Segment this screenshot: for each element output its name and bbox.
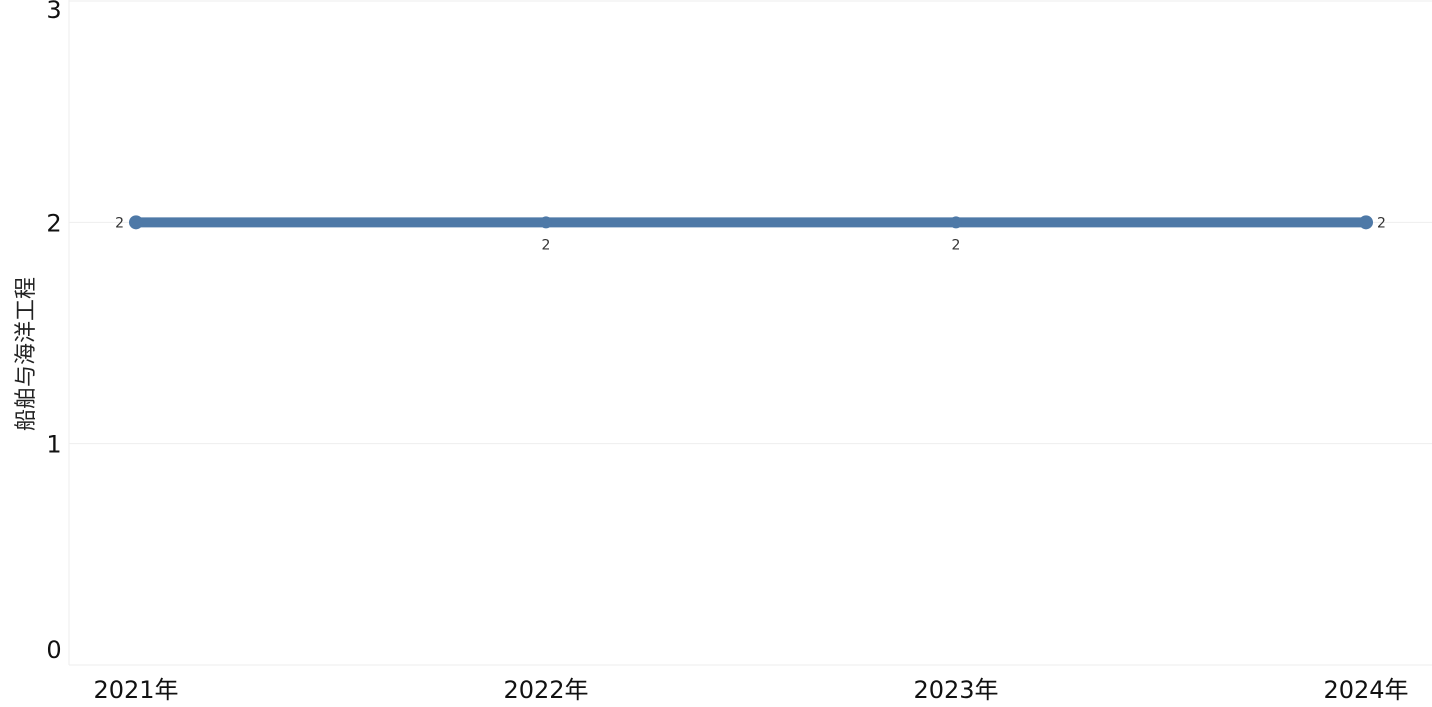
data-point [540,216,552,229]
x-tick-label: 2024年 [1323,676,1408,704]
y-tick-label: 3 [46,0,61,24]
y-axis-label-container: 船舶与海洋工程 [4,0,44,707]
x-tick-label: 2021年 [93,676,178,704]
data-label: 2 [952,237,961,253]
data-label: 2 [542,237,551,253]
x-tick-label: 2022年 [503,676,588,704]
y-tick-label: 2 [46,209,61,237]
y-tick-label: 1 [46,431,61,459]
x-tick-label: 2023年 [913,676,998,704]
data-label: 2 [1377,215,1386,231]
y-axis-label: 船舶与海洋工程 [14,276,40,431]
data-point [950,216,962,229]
data-label: 2 [115,215,124,231]
data-point [129,215,143,230]
y-tick-label: 0 [46,636,61,664]
data-point [1359,215,1373,230]
